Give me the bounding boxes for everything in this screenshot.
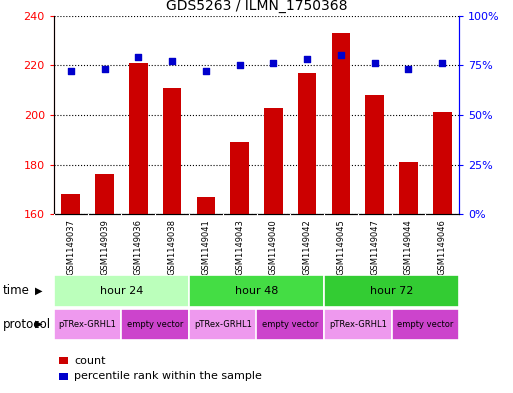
Bar bbox=[189, 275, 324, 307]
Text: GSM1149042: GSM1149042 bbox=[303, 219, 312, 275]
Bar bbox=[433, 112, 451, 214]
Text: empty vector: empty vector bbox=[262, 320, 319, 329]
Text: count: count bbox=[74, 356, 106, 366]
Text: GSM1149045: GSM1149045 bbox=[337, 219, 345, 275]
Point bbox=[202, 68, 210, 74]
Text: ▶: ▶ bbox=[35, 319, 43, 329]
Bar bbox=[163, 88, 182, 214]
Bar bbox=[298, 73, 317, 214]
Title: GDS5263 / ILMN_1750368: GDS5263 / ILMN_1750368 bbox=[166, 0, 347, 13]
Point bbox=[404, 66, 412, 72]
Point bbox=[269, 60, 278, 66]
Text: GSM1149040: GSM1149040 bbox=[269, 219, 278, 275]
Bar bbox=[129, 63, 148, 214]
Text: GSM1149038: GSM1149038 bbox=[168, 219, 176, 275]
Point bbox=[101, 66, 109, 72]
Point bbox=[134, 54, 143, 61]
Point bbox=[438, 60, 446, 66]
Text: hour 48: hour 48 bbox=[235, 286, 278, 296]
Point bbox=[67, 68, 75, 74]
Text: GSM1149043: GSM1149043 bbox=[235, 219, 244, 275]
Point bbox=[337, 52, 345, 59]
Text: GSM1149041: GSM1149041 bbox=[201, 219, 210, 275]
Text: GSM1149047: GSM1149047 bbox=[370, 219, 379, 275]
Bar bbox=[54, 309, 122, 340]
Bar bbox=[256, 309, 324, 340]
Bar bbox=[62, 194, 80, 214]
Text: GSM1149036: GSM1149036 bbox=[134, 219, 143, 275]
Text: GSM1149046: GSM1149046 bbox=[438, 219, 447, 275]
Bar bbox=[230, 142, 249, 214]
Point bbox=[370, 60, 379, 66]
Text: empty vector: empty vector bbox=[127, 320, 183, 329]
Bar bbox=[331, 33, 350, 214]
Point bbox=[235, 62, 244, 68]
Bar bbox=[264, 108, 283, 214]
Point bbox=[168, 58, 176, 64]
Text: GSM1149044: GSM1149044 bbox=[404, 219, 413, 275]
Text: pTRex-GRHL1: pTRex-GRHL1 bbox=[194, 320, 252, 329]
Bar bbox=[391, 309, 459, 340]
Bar bbox=[324, 275, 459, 307]
Text: GSM1149039: GSM1149039 bbox=[100, 219, 109, 275]
Text: time: time bbox=[3, 284, 29, 298]
Point bbox=[303, 56, 311, 62]
Bar bbox=[59, 357, 68, 364]
Bar bbox=[399, 162, 418, 214]
Text: hour 72: hour 72 bbox=[370, 286, 413, 296]
Bar bbox=[189, 309, 256, 340]
Bar bbox=[122, 309, 189, 340]
Text: hour 24: hour 24 bbox=[100, 286, 143, 296]
Text: protocol: protocol bbox=[3, 318, 51, 331]
Bar bbox=[59, 373, 68, 380]
Text: empty vector: empty vector bbox=[397, 320, 453, 329]
Text: ▶: ▶ bbox=[35, 286, 43, 296]
Bar bbox=[196, 197, 215, 214]
Bar bbox=[54, 275, 189, 307]
Bar bbox=[365, 95, 384, 214]
Bar bbox=[324, 309, 391, 340]
Bar bbox=[95, 174, 114, 214]
Text: pTRex-GRHL1: pTRex-GRHL1 bbox=[329, 320, 387, 329]
Text: percentile rank within the sample: percentile rank within the sample bbox=[74, 371, 262, 382]
Text: GSM1149037: GSM1149037 bbox=[66, 219, 75, 275]
Text: pTRex-GRHL1: pTRex-GRHL1 bbox=[58, 320, 116, 329]
